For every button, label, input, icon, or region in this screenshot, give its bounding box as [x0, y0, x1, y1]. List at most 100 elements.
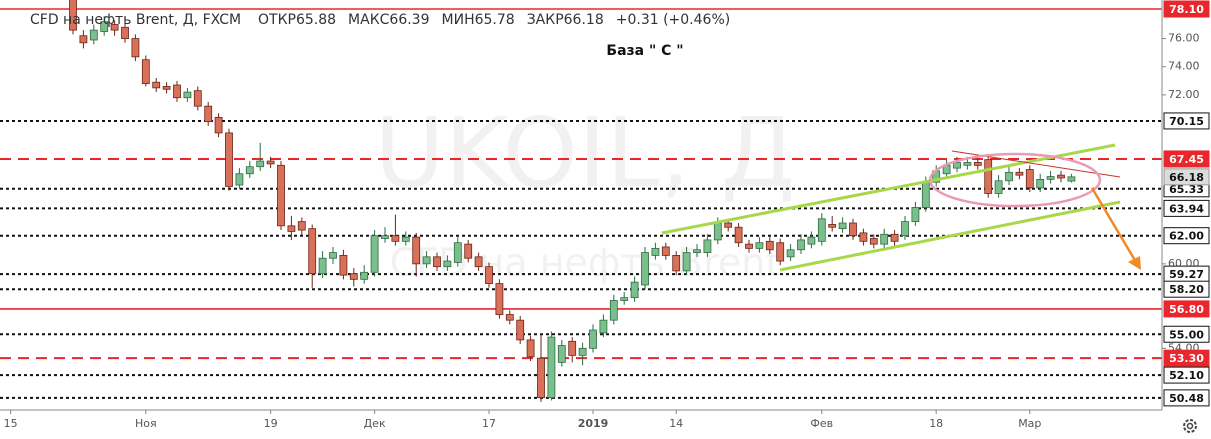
y-tick-label: 76.00: [1168, 32, 1200, 45]
candle-body: [786, 249, 795, 258]
candle-body: [578, 347, 587, 356]
level-label-box: [1163, 349, 1210, 367]
candle-body: [391, 235, 400, 242]
level-label-box: [1163, 150, 1210, 168]
candle-body: [630, 281, 639, 299]
candle-body: [921, 181, 930, 208]
ohlc-item: ОТКР65.88: [258, 12, 336, 28]
x-tick-label: 14: [669, 417, 683, 430]
ohlc-item: МАКС66.39: [348, 12, 429, 28]
candle-body: [401, 236, 410, 242]
chart-title: CFD на нефть Brent, Д, FXCM: [30, 12, 241, 28]
candle-body: [589, 329, 597, 349]
ohlc-item: ЗАКР66.18: [527, 12, 604, 28]
candle-body: [152, 81, 161, 89]
candle-body: [838, 222, 847, 230]
x-tick-label: 19: [264, 417, 278, 430]
candle-body: [308, 228, 317, 275]
candle-body: [204, 105, 213, 123]
level-label: 58.20: [1169, 283, 1204, 296]
candle-body: [828, 224, 837, 228]
candle-body: [100, 21, 109, 32]
candle-body: [495, 283, 504, 315]
last-price-label: 66.18: [1169, 171, 1204, 184]
level-label-box: [1163, 325, 1210, 343]
candle-body: [277, 164, 285, 227]
candle-body: [1025, 169, 1034, 189]
candle-body: [339, 255, 348, 276]
candle-body: [225, 132, 233, 187]
candle-body: [609, 300, 618, 321]
level-label-box: [1163, 227, 1210, 245]
level-label: 62.00: [1169, 230, 1204, 243]
candle-body: [776, 242, 785, 262]
candle-body: [880, 233, 889, 245]
candle-body: [1036, 178, 1045, 189]
candle-body: [89, 29, 98, 41]
candle-body: [412, 236, 421, 265]
level-label: 70.15: [1169, 115, 1204, 128]
candle-body: [245, 166, 254, 175]
candle-body: [755, 242, 764, 249]
ohlc-label: МАКС: [348, 12, 390, 28]
x-tick-label: 18: [929, 417, 943, 430]
candle-body: [79, 35, 88, 44]
candle-body: [131, 38, 140, 58]
candle-body: [1067, 176, 1076, 182]
x-tick-label: 17: [482, 417, 496, 430]
candle-body: [162, 86, 171, 90]
candle-body: [599, 319, 608, 334]
candle-body: [557, 345, 566, 363]
level-label: 55.00: [1169, 328, 1204, 341]
candle-body: [318, 257, 327, 275]
level-label: 65.33: [1169, 183, 1204, 196]
candle-body: [422, 256, 431, 265]
candle-body: [547, 336, 556, 399]
y-tick-label: 74.00: [1168, 60, 1200, 73]
candle-body: [693, 249, 701, 253]
level-label: 53.30: [1169, 352, 1204, 365]
candle-body: [173, 84, 181, 99]
candle-body: [464, 243, 473, 259]
candle-body: [443, 260, 452, 268]
candle-body: [266, 160, 275, 165]
arrow: [1090, 187, 1138, 263]
candle-body: [474, 256, 483, 268]
arrow-head: [1128, 256, 1141, 270]
candle-body: [682, 252, 691, 272]
candle-body: [901, 221, 909, 237]
candle-body: [724, 222, 733, 228]
ohlc-value: 65.88: [296, 12, 336, 28]
drawings: [661, 143, 1141, 272]
candle-body: [890, 233, 899, 242]
candle-body: [651, 247, 660, 256]
candle-body: [745, 243, 753, 249]
candle-body: [110, 24, 119, 31]
x-tick-label: Ноя: [135, 417, 157, 430]
candle-body: [256, 160, 265, 168]
channel-line: [779, 200, 1121, 272]
x-tick-label: Дек: [364, 417, 386, 430]
candle-body: [765, 240, 774, 251]
level-label-box: [1163, 366, 1210, 384]
candle-body: [329, 252, 337, 259]
annotation: База " С ": [606, 43, 683, 59]
candle-body: [963, 162, 972, 166]
candle-body: [817, 218, 826, 242]
level-label: 63.94: [1169, 202, 1204, 215]
candle-body: [537, 357, 545, 399]
levels: [0, 8, 1162, 399]
candle-body: [849, 222, 857, 237]
ohlc-value: 66.39: [389, 12, 429, 28]
level-label-box: [1163, 112, 1210, 130]
ohlc-change: +0.31 (+0.46%): [616, 12, 730, 28]
candle-body: [69, 0, 77, 31]
settings-icon[interactable]: [1183, 419, 1197, 433]
ohlc-value: 66.18: [564, 12, 604, 28]
level-label: 67.45: [1169, 153, 1204, 166]
level-label: 50.48: [1169, 392, 1204, 405]
candle-body: [807, 236, 816, 245]
